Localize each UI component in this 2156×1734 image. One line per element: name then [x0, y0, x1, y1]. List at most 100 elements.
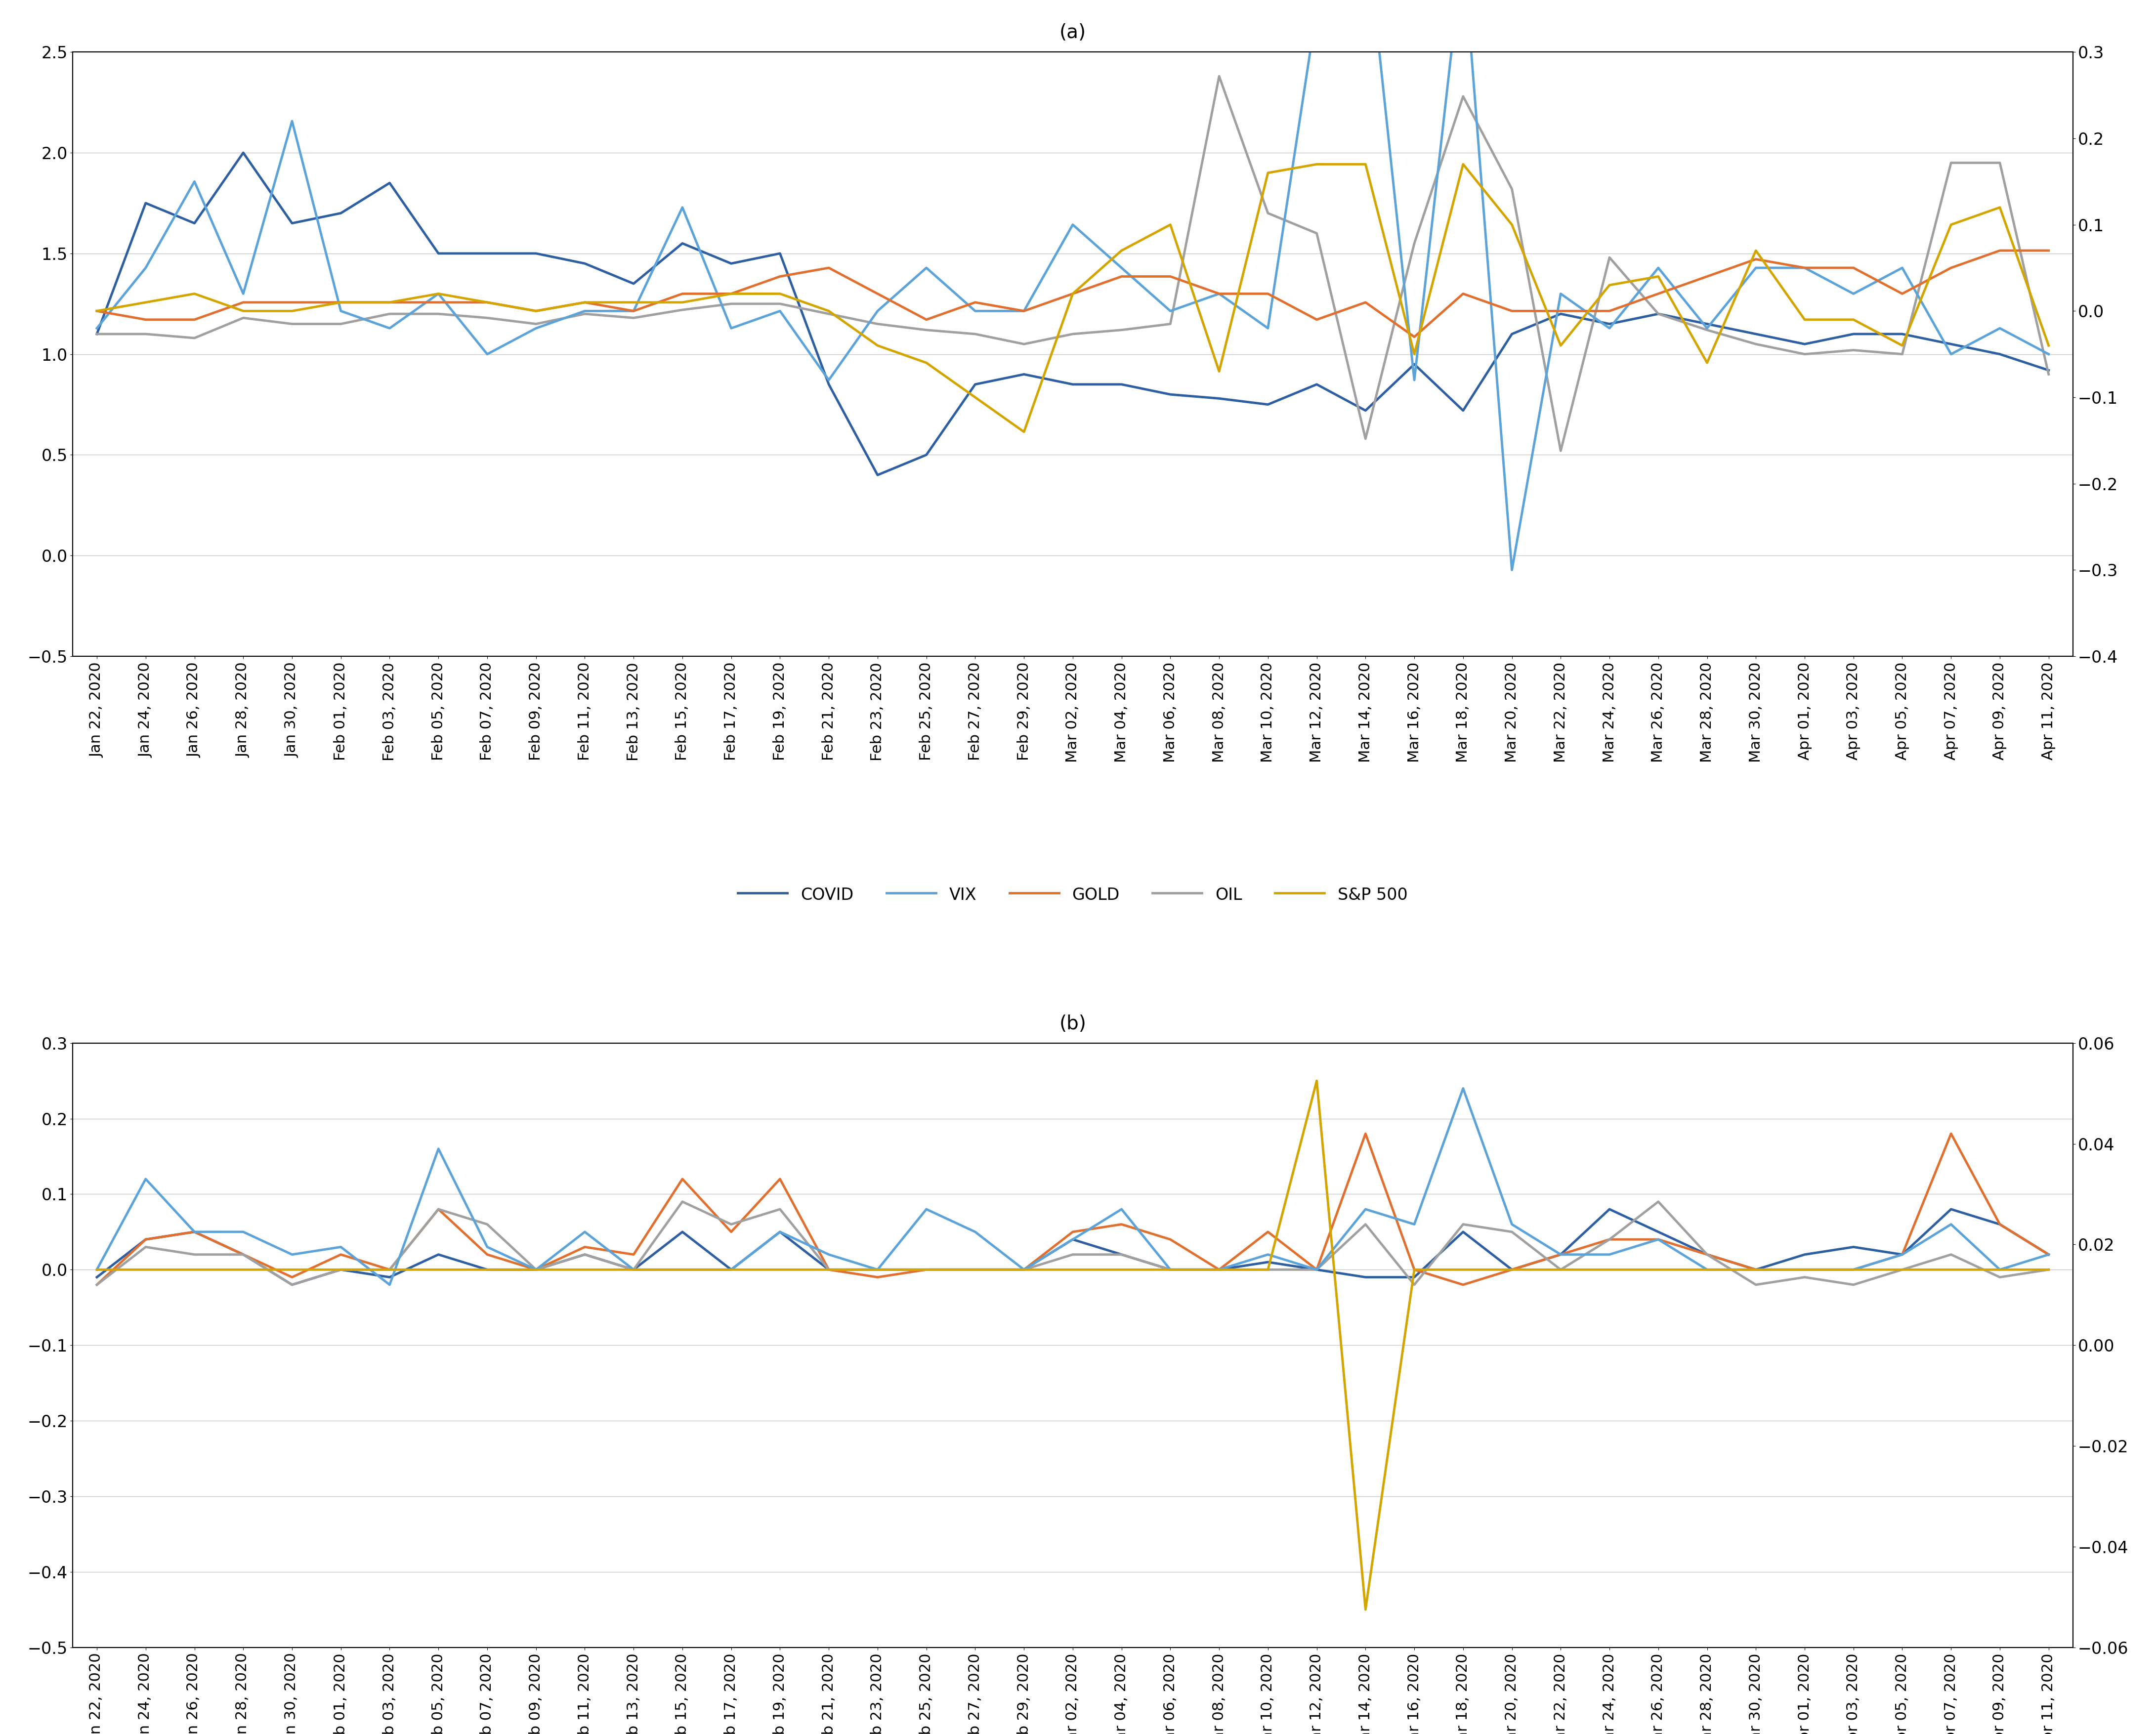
Line: COVID: COVID [97, 153, 2048, 475]
GOLD [1304, 309, 1330, 329]
GOLD [1938, 257, 1964, 277]
XRP [1841, 1274, 1867, 1295]
XRP [671, 1191, 696, 1212]
BitcoinCash [1598, 1243, 1623, 1264]
OIL [1598, 246, 1623, 267]
BitcoinCash [1011, 1259, 1037, 1280]
OIL [671, 300, 696, 321]
VIX [914, 257, 940, 277]
GOLD [1548, 300, 1574, 321]
S&P 500 [1938, 215, 1964, 236]
GOLD [571, 291, 597, 312]
S&P 500 [1889, 335, 1915, 355]
Etherum [571, 1236, 597, 1257]
COVID [1304, 375, 1330, 395]
Bitcoin [1401, 1268, 1427, 1288]
OIL [1061, 324, 1087, 345]
Etherum [425, 1198, 451, 1219]
GOLD [1401, 326, 1427, 347]
OIL [1742, 333, 1768, 354]
S&P 500 [377, 291, 403, 312]
Tether [231, 1259, 257, 1280]
Tether [1645, 1259, 1671, 1280]
S&P 500 [1255, 163, 1281, 184]
GOLD [84, 300, 110, 321]
OIL [718, 293, 744, 314]
Etherum [718, 1221, 744, 1242]
S&P 500 [1988, 198, 2014, 218]
COVID [1695, 314, 1720, 335]
COVID [1792, 333, 1818, 354]
BitcoinCash [1451, 1079, 1477, 1099]
OIL [328, 314, 354, 335]
GOLD [231, 291, 257, 312]
XRP [1645, 1191, 1671, 1212]
Tether [962, 1259, 987, 1280]
XRP [1108, 1243, 1134, 1264]
VIX [474, 343, 500, 364]
COVID [1451, 401, 1477, 421]
OIL [134, 324, 160, 345]
VIX [718, 317, 744, 338]
COVID [1255, 394, 1281, 414]
OIL [1841, 340, 1867, 361]
COVID [1401, 354, 1427, 375]
XRP [134, 1236, 160, 1257]
BitcoinCash [962, 1221, 987, 1242]
GOLD [328, 291, 354, 312]
OIL [84, 324, 110, 345]
XRP [328, 1259, 354, 1280]
COVID [865, 465, 890, 486]
OIL [962, 324, 987, 345]
Title: (a): (a) [1059, 24, 1087, 42]
OIL [1988, 153, 2014, 173]
BitcoinCash [1304, 1259, 1330, 1280]
XRP [914, 1259, 940, 1280]
Tether [865, 1259, 890, 1280]
S&P 500 [1598, 274, 1623, 295]
S&P 500 [1011, 421, 1037, 442]
Bitcoin [1548, 1243, 1574, 1264]
BitcoinCash [1889, 1243, 1915, 1264]
COVID [1889, 324, 1915, 345]
XRP [1548, 1259, 1574, 1280]
GOLD [768, 265, 793, 286]
XRP [1011, 1259, 1037, 1280]
VIX [1841, 283, 1867, 303]
GOLD [2035, 241, 2061, 262]
Legend: COVID, VIX, GOLD, OIL, S&P 500: COVID, VIX, GOLD, OIL, S&P 500 [731, 879, 1414, 910]
Etherum [1401, 1259, 1427, 1280]
BitcoinCash [1498, 1214, 1524, 1235]
BitcoinCash [571, 1221, 597, 1242]
Line: VIX: VIX [97, 0, 2048, 570]
COVID [1498, 324, 1524, 345]
S&P 500 [1205, 361, 1231, 381]
BitcoinCash [1792, 1259, 1818, 1280]
OIL [1304, 224, 1330, 244]
Tether [377, 1259, 403, 1280]
GOLD [1352, 291, 1378, 312]
S&P 500 [865, 335, 890, 355]
GOLD [1645, 283, 1671, 303]
COVID [377, 173, 403, 194]
Tether [1889, 1259, 1915, 1280]
XRP [1451, 1214, 1477, 1235]
Bitcoin [914, 1259, 940, 1280]
OIL [621, 307, 647, 328]
Tether [84, 1259, 110, 1280]
OIL [474, 307, 500, 328]
Tether [1255, 1259, 1281, 1280]
Bitcoin [768, 1221, 793, 1242]
Etherum [1255, 1221, 1281, 1242]
Bitcoin [962, 1259, 987, 1280]
Line: GOLD: GOLD [97, 251, 2048, 336]
COVID [231, 142, 257, 163]
S&P 500 [1645, 265, 1671, 286]
S&P 500 [84, 300, 110, 321]
XRP [1695, 1243, 1720, 1264]
Tether [1498, 1259, 1524, 1280]
OIL [815, 303, 841, 324]
Bitcoin [1108, 1243, 1134, 1264]
COVID [1645, 303, 1671, 324]
Etherum [231, 1243, 257, 1264]
